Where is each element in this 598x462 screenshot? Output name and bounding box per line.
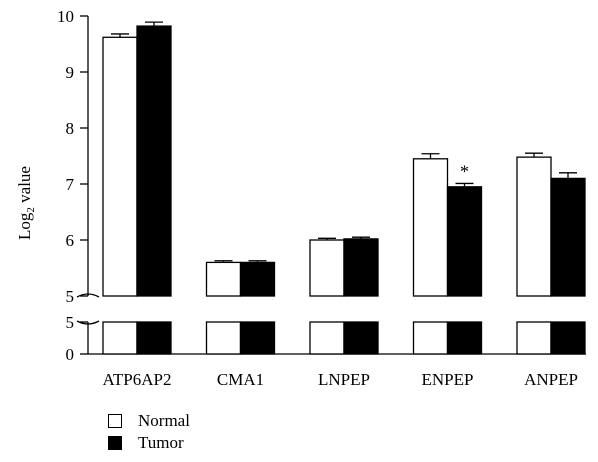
bar-lower-normal [205,321,242,355]
axis-break-mark-lower [76,320,100,325]
bar-lower-normal [516,321,552,355]
bar-lower-tumor [239,321,276,355]
legend-item-tumor: Tumor [108,432,190,454]
bar-normal [516,156,552,297]
bar-lower-tumor [446,321,483,355]
bar-normal [102,36,138,297]
legend-swatch-tumor [108,436,122,450]
bar-normal [205,261,242,297]
x-tick-label: LNPEP [318,370,370,389]
bar-lower-normal [309,321,345,355]
y-tick-label: 5 [66,313,75,332]
x-tick-label: ENPEP [422,370,474,389]
significance-marker: * [460,161,469,181]
legend-label-tumor: Tumor [138,433,184,452]
y-tick-label: 6 [66,231,75,250]
x-tick-label: ANPEP [524,370,578,389]
y-tick-label: 9 [66,63,75,82]
bar-tumor [550,177,586,297]
bar-normal [309,239,345,297]
y-tick-label: 5 [66,287,75,306]
axis-break-mark-upper [76,293,100,298]
bar-lower-tumor [343,321,379,355]
bar-lower-tumor [136,321,172,355]
y-axis-label: Log2 value [15,166,37,240]
legend-item-normal: Normal [108,410,190,432]
y-tick-label: 0 [66,345,75,364]
bar-tumor [446,186,483,297]
legend-label-normal: Normal [138,411,190,430]
x-tick-label: CMA1 [217,370,264,389]
bar-tumor [239,261,276,297]
legend-swatch-normal [108,414,122,428]
x-tick-label: ATP6AP2 [103,370,172,389]
y-tick-label: 7 [66,175,75,194]
y-tick-label: 10 [57,7,74,26]
bar-tumor [343,238,379,297]
y-tick-label: 8 [66,119,75,138]
bar-lower-normal [102,321,138,355]
bar-lower-normal [412,321,449,355]
bar-normal [412,158,449,297]
chart-bars: ATP6AP2 CMA1 LNPEP ENPEP ANPEP * [102,21,586,389]
chart-legend: Normal Tumor [108,410,190,454]
bar-lower-tumor [550,321,586,355]
bar-tumor [136,25,172,297]
